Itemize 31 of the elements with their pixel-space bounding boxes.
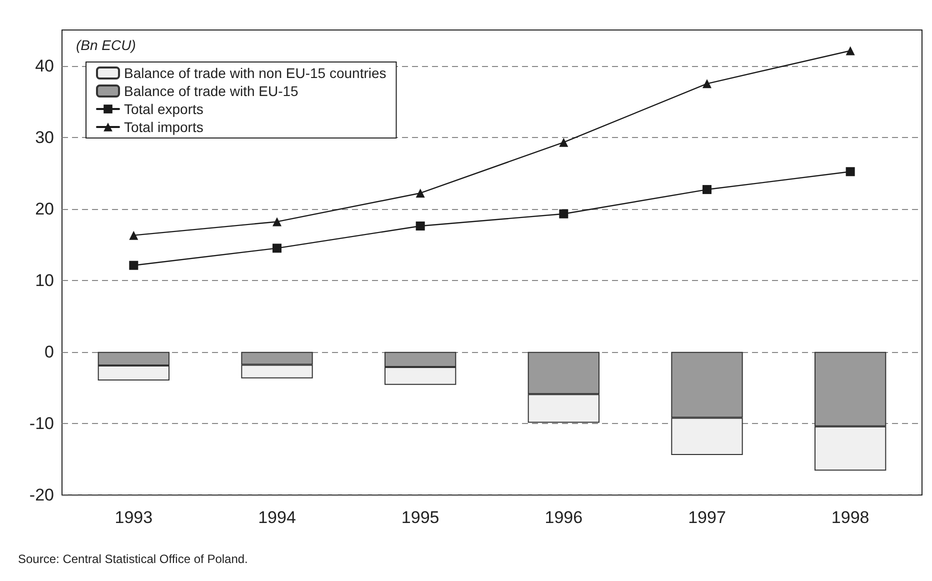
point — [129, 230, 138, 240]
point — [416, 222, 425, 231]
point — [846, 167, 855, 176]
y-tick-label: 40 — [35, 56, 54, 76]
point — [416, 188, 425, 198]
legend-label: Total exports — [124, 101, 204, 117]
x-tick-label: 1997 — [688, 508, 726, 527]
legend-label: Balance of trade with non EU-15 countries — [124, 65, 386, 81]
x-tick-label: 1993 — [114, 508, 153, 527]
x-tick-label: 1998 — [831, 508, 870, 527]
x-tick-label: 1996 — [544, 508, 583, 527]
point — [559, 138, 568, 147]
point — [272, 217, 282, 226]
y-tick-label: 0 — [44, 342, 54, 362]
point — [272, 244, 282, 253]
point — [846, 46, 855, 56]
point — [129, 260, 138, 270]
point — [702, 79, 712, 88]
y-tick-label: 10 — [35, 270, 54, 290]
point — [702, 185, 712, 194]
legend-label: Balance of trade with EU-15 — [124, 83, 299, 99]
point — [559, 209, 568, 218]
y-tick-label: 20 — [35, 199, 54, 218]
y-tick-label: -10 — [29, 414, 54, 433]
y-axis-title: (Bn ECU) — [76, 37, 136, 53]
legend-label: Total imports — [124, 119, 204, 135]
x-tick-label: 1994 — [258, 508, 296, 527]
y-tick-label: 30 — [35, 128, 54, 147]
x-tick-label: 1995 — [401, 508, 440, 527]
y-tick-label: -20 — [29, 486, 54, 504]
source-note: Source: Central Statistical Office of Poland. — [18, 552, 248, 566]
